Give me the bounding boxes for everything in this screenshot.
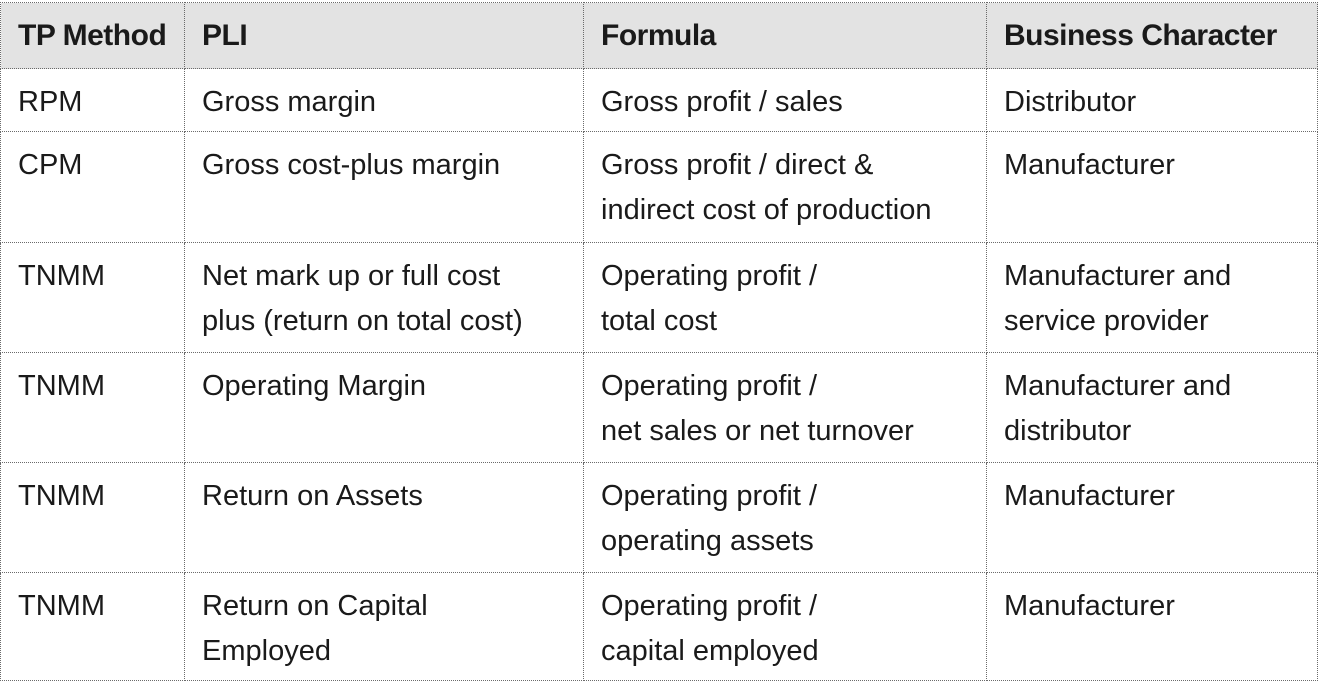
cell-business-character: Manufacturer xyxy=(986,572,1318,681)
header-business-character: Business Character xyxy=(986,2,1318,69)
table-row: RPM Gross margin Gross profit / sales Di… xyxy=(0,68,1318,132)
header-tp-method: TP Method xyxy=(0,2,185,69)
cell-formula: Operating profit / total cost xyxy=(583,242,987,353)
cell-tp-method: CPM xyxy=(0,131,185,243)
cell-tp-method: TNMM xyxy=(0,352,185,463)
cell-formula: Gross profit / direct & indirect cost of… xyxy=(583,131,987,243)
table-header: TP Method PLI Formula Business Character xyxy=(0,2,1318,69)
table-row: TNMM Return on Assets Operating profit /… xyxy=(0,462,1318,573)
cell-pli: Operating Margin xyxy=(184,352,584,463)
cell-business-character: Manufacturer and distributor xyxy=(986,352,1318,463)
table-row: TNMM Return on Capital Employed Operatin… xyxy=(0,572,1318,681)
header-formula: Formula xyxy=(583,2,987,69)
table-body: RPM Gross margin Gross profit / sales Di… xyxy=(0,68,1318,681)
cell-formula: Gross profit / sales xyxy=(583,68,987,132)
cell-pli: Gross cost-plus margin xyxy=(184,131,584,243)
cell-tp-method: TNMM xyxy=(0,242,185,353)
cell-formula: Operating profit / operating assets xyxy=(583,462,987,573)
cell-tp-method: RPM xyxy=(0,68,185,132)
cell-pli: Return on Capital Employed xyxy=(184,572,584,681)
cell-business-character: Manufacturer and service provider xyxy=(986,242,1318,353)
cell-pli: Return on Assets xyxy=(184,462,584,573)
cell-business-character: Manufacturer xyxy=(986,462,1318,573)
cell-formula: Operating profit / capital employed xyxy=(583,572,987,681)
header-pli: PLI xyxy=(184,2,584,69)
table-row: TNMM Operating Margin Operating profit /… xyxy=(0,352,1318,463)
cell-business-character: Manufacturer xyxy=(986,131,1318,243)
cell-formula: Operating profit / net sales or net turn… xyxy=(583,352,987,463)
table-row: CPM Gross cost-plus margin Gross profit … xyxy=(0,131,1318,243)
cell-tp-method: TNMM xyxy=(0,462,185,573)
header-row: TP Method PLI Formula Business Character xyxy=(0,2,1318,69)
cell-business-character: Distributor xyxy=(986,68,1318,132)
cell-tp-method: TNMM xyxy=(0,572,185,681)
table-row: TNMM Net mark up or full cost plus (retu… xyxy=(0,242,1318,353)
cell-pli: Net mark up or full cost plus (return on… xyxy=(184,242,584,353)
cell-pli: Gross margin xyxy=(184,68,584,132)
